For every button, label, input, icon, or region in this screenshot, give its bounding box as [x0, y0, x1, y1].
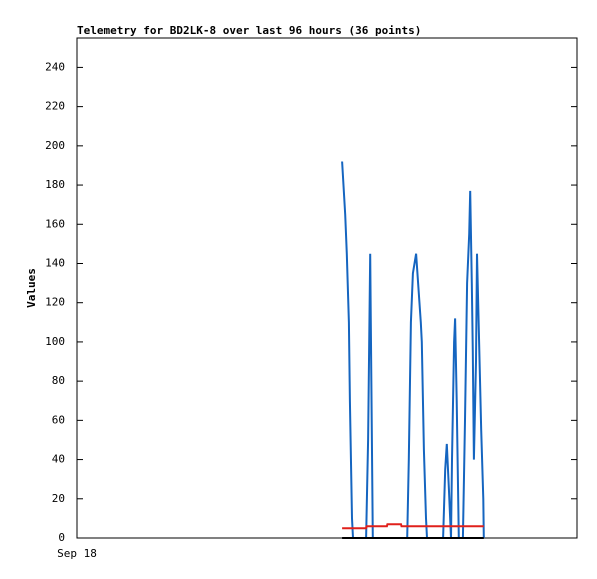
y-tick-label: 120 [45, 296, 65, 309]
y-tick-label: 140 [45, 256, 65, 269]
series-line [342, 523, 484, 530]
y-tick-label: 240 [45, 60, 65, 73]
y-tick-label: 200 [45, 139, 65, 152]
y-tick-label: 180 [45, 178, 65, 191]
plot-frame [76, 37, 578, 539]
x-tick-label: Sep 18 [57, 547, 97, 560]
y-tick-label: 0 [58, 531, 65, 544]
y-tick-label: 100 [45, 335, 65, 348]
y-axis-label: Values [25, 268, 38, 308]
y-tick-label: 40 [52, 453, 65, 466]
series-line [341, 161, 485, 539]
y-tick-label: 160 [45, 217, 65, 230]
y-tick-label: 60 [52, 413, 65, 426]
chart-title: Telemetry for BD2LK-8 over last 96 hours… [77, 24, 421, 37]
y-tick-label: 80 [52, 374, 65, 387]
y-tick-label: 220 [45, 100, 65, 113]
y-tick-label: 20 [52, 492, 65, 505]
